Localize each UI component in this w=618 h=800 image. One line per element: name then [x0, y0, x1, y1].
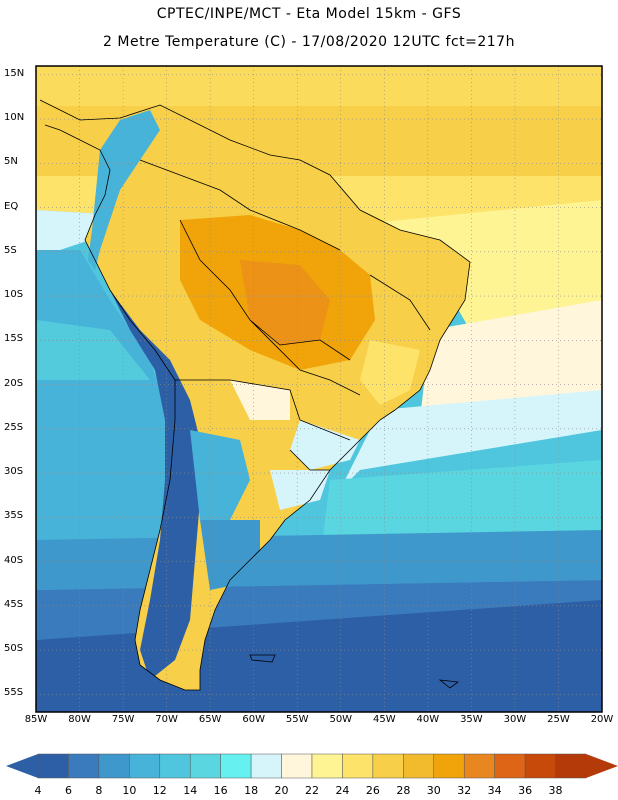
- colorbar-tick-label: 12: [152, 784, 167, 797]
- colorbar-tick-label: 38: [548, 784, 563, 797]
- colorbar-swatch: [250, 753, 282, 779]
- colorbar-tick-label: 28: [396, 784, 411, 797]
- lon-tick-label: 65W: [198, 714, 222, 725]
- lon-tick-label: 35W: [460, 714, 483, 725]
- lon-tick-label: 70W: [155, 714, 178, 725]
- colorbar-tick-label: 36: [518, 784, 533, 797]
- colorbar-swatch: [555, 753, 587, 779]
- lat-tick-label: 35S: [4, 510, 24, 522]
- colorbar-swatch: [463, 753, 495, 779]
- colorbar-swatch: [37, 753, 69, 779]
- colorbar-tick-label: 26: [365, 784, 380, 797]
- lat-tick-label: EQ: [4, 200, 19, 212]
- lat-tick-label: 5S: [4, 244, 17, 256]
- lat-tick-label: 40S: [4, 554, 24, 566]
- lon-tick-label: 60W: [242, 714, 265, 725]
- lon-tick-label: 75W: [111, 714, 135, 725]
- colorbar-swatch: [372, 753, 404, 779]
- lat-tick-label: 10S: [4, 289, 24, 301]
- map-field: [36, 66, 602, 712]
- lon-tick-label: 40W: [416, 714, 440, 725]
- lat-tick-label: 5N: [4, 156, 18, 168]
- lon-tick-label: 85W: [24, 714, 48, 725]
- colorbar: [6, 753, 618, 779]
- colorbar-arrow-right: [586, 754, 618, 778]
- lat-tick-label: 15S: [4, 333, 24, 345]
- lon-tick-label: 20W: [590, 714, 614, 725]
- map-frame: [35, 65, 603, 713]
- lon-tick-label: 25W: [547, 714, 570, 725]
- colorbar-tick-label: 18: [244, 784, 259, 797]
- colorbar-tick-label: 4: [34, 784, 42, 797]
- colorbar-tick-label: 24: [335, 784, 350, 797]
- lon-tick-label: 55W: [285, 714, 309, 725]
- lon-tick-label: 80W: [68, 714, 91, 725]
- colorbar-swatch: [159, 753, 191, 779]
- colorbar-swatch: [98, 753, 130, 779]
- lat-tick-label: 55S: [4, 687, 24, 699]
- lat-tick-label: 20S: [4, 377, 24, 389]
- colorbar-tick-label: 32: [457, 784, 472, 797]
- colorbar-tick-label: 6: [64, 784, 72, 797]
- colorbar-tick-label: 10: [122, 784, 137, 797]
- colorbar-swatch: [68, 753, 100, 779]
- colorbar-swatch: [281, 753, 313, 779]
- chart-subtitle: 2 Metre Temperature (C) - 17/08/2020 12U…: [103, 34, 515, 50]
- colorbar-swatch: [433, 753, 465, 779]
- colorbar-swatch: [129, 753, 161, 779]
- colorbar-arrow-left: [6, 754, 38, 778]
- colorbar-tick-label: 16: [213, 784, 228, 797]
- lat-tick-label: 50S: [4, 643, 24, 655]
- colorbar-swatch: [342, 753, 374, 779]
- andes-cold-band: [88, 110, 160, 270]
- colorbar-swatch: [524, 753, 556, 779]
- colorbar-swatch: [494, 753, 526, 779]
- colorbar-swatch: [220, 753, 252, 779]
- colorbar-tick-label: 30: [426, 784, 441, 797]
- lon-tick-label: 50W: [329, 714, 353, 725]
- colorbar-swatch: [403, 753, 435, 779]
- colorbar-tick-label: 20: [274, 784, 289, 797]
- colorbar-swatch: [189, 753, 221, 779]
- colorbar-tick-label: 22: [305, 784, 319, 797]
- lat-tick-label: 15N: [4, 67, 25, 79]
- lon-tick-label: 45W: [372, 714, 396, 725]
- lat-tick-label: 25S: [4, 421, 24, 433]
- colorbar-tick-label: 14: [183, 784, 198, 797]
- colorbar-swatch: [311, 753, 343, 779]
- lat-tick-label: 10N: [4, 112, 25, 124]
- coastlines: [39, 99, 471, 691]
- chart-title: CPTEC/INPE/MCT - Eta Model 15km - GFS: [156, 6, 462, 22]
- colorbar-tick-label: 8: [95, 784, 103, 797]
- lat-tick-label: 30S: [4, 466, 24, 478]
- colorbar-tick-label: 34: [487, 784, 502, 797]
- lat-tick-label: 45S: [4, 598, 24, 610]
- lon-tick-label: 30W: [503, 714, 527, 725]
